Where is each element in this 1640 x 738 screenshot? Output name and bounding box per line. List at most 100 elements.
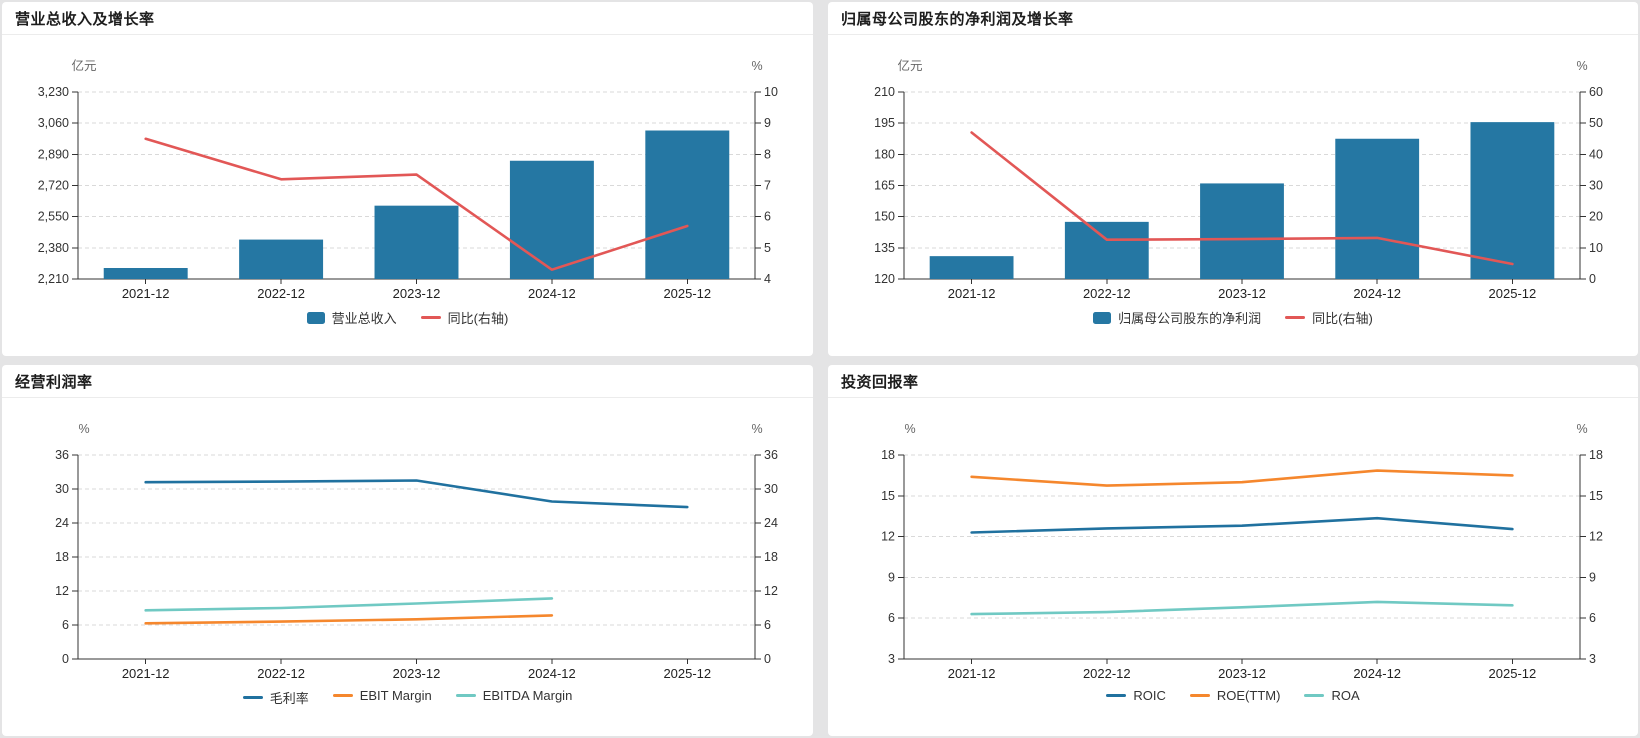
svg-text:15: 15 bbox=[881, 489, 895, 503]
chart-title-operating-margin: 经营利润率 bbox=[15, 373, 93, 391]
legend-item-line[interactable]: 同比(右轴) bbox=[1285, 308, 1373, 327]
svg-text:0: 0 bbox=[1589, 272, 1596, 286]
svg-text:2023-12: 2023-12 bbox=[393, 666, 441, 681]
svg-text:120: 120 bbox=[874, 272, 895, 286]
chart-body: 0 6 12 18 24 30 36 0 6 12 18 24 30 36%% 2021-12 2022-12… bbox=[2, 399, 813, 736]
svg-text:6: 6 bbox=[764, 618, 771, 632]
legend-label: EBITDA Margin bbox=[482, 688, 573, 703]
legend-item-bar[interactable]: 归属母公司股东的净利润 bbox=[1093, 308, 1261, 327]
legend-line-swatch-icon bbox=[1285, 315, 1306, 320]
svg-text:210: 210 bbox=[874, 85, 895, 99]
return-on-investment-card: 投资回报率 3 6 9 12 15 18 3 6 9 12 15 18%% 2021-12 2022-12… bbox=[828, 365, 1638, 736]
svg-text:2025-12: 2025-12 bbox=[663, 286, 711, 301]
net-profit-growth-legend: 归属母公司股东的净利润 同比(右轴) bbox=[828, 305, 1638, 356]
svg-text:%: % bbox=[1576, 59, 1587, 73]
legend-bar-swatch-icon bbox=[306, 311, 325, 324]
legend-item-line[interactable]: ROA bbox=[1304, 688, 1360, 703]
legend-item-bar[interactable]: 营业总收入 bbox=[306, 308, 397, 327]
legend-item-line[interactable]: EBIT Margin bbox=[332, 688, 432, 703]
svg-text:亿元: 亿元 bbox=[71, 58, 96, 73]
svg-text:%: % bbox=[78, 422, 89, 436]
legend-item-line[interactable]: 毛利率 bbox=[242, 688, 309, 707]
svg-text:2023-12: 2023-12 bbox=[393, 286, 441, 301]
svg-text:0: 0 bbox=[62, 652, 69, 666]
svg-text:2021-12: 2021-12 bbox=[948, 666, 996, 681]
svg-text:20: 20 bbox=[1589, 210, 1603, 224]
svg-text:2025-12: 2025-12 bbox=[1489, 666, 1537, 681]
svg-text:2025-12: 2025-12 bbox=[1489, 286, 1537, 301]
svg-text:%: % bbox=[751, 422, 762, 436]
svg-text:0: 0 bbox=[764, 652, 771, 666]
legend-line-swatch-icon bbox=[1304, 693, 1325, 698]
svg-text:15: 15 bbox=[1589, 489, 1603, 503]
legend-label: 营业总收入 bbox=[331, 311, 397, 326]
svg-text:亿元: 亿元 bbox=[897, 58, 922, 73]
svg-text:165: 165 bbox=[874, 179, 895, 193]
svg-text:2024-12: 2024-12 bbox=[1353, 666, 1401, 681]
svg-text:2023-12: 2023-12 bbox=[1218, 286, 1266, 301]
svg-text:2,720: 2,720 bbox=[38, 179, 69, 193]
legend-label: 归属母公司股东的净利润 bbox=[1118, 311, 1262, 326]
revenue-growth-chart-plot: 2,210 2,380 2,550 2,720 2,890 3,060 3,230 4 5 6 7 8… bbox=[38, 58, 778, 301]
chart-title-roi: 投资回报率 bbox=[841, 373, 919, 391]
svg-text:2022-12: 2022-12 bbox=[1083, 286, 1131, 301]
svg-text:7: 7 bbox=[764, 179, 771, 193]
svg-text:12: 12 bbox=[1589, 530, 1603, 544]
legend-bar-swatch-icon bbox=[1093, 311, 1112, 324]
net-profit-growth-chart-plot: 120 135 150 165 180 195 210 0 10 20 30 40 50 60 亿元 % 202… bbox=[874, 58, 1603, 301]
svg-text:2023-12: 2023-12 bbox=[1218, 666, 1266, 681]
legend-item-line[interactable]: EBITDA Margin bbox=[455, 688, 573, 703]
svg-text:9: 9 bbox=[888, 570, 895, 584]
svg-text:2021-12: 2021-12 bbox=[122, 286, 170, 301]
svg-text:2,380: 2,380 bbox=[38, 241, 69, 255]
svg-text:2,210: 2,210 bbox=[38, 272, 69, 286]
legend-label: ROIC bbox=[1133, 688, 1166, 703]
svg-text:2025-12: 2025-12 bbox=[663, 666, 711, 681]
revenue-growth-card: 营业总收入及增长率 2,210 2,380 2,550 2,720 2,890 3,060… bbox=[2, 2, 813, 356]
chart-title-net-profit: 归属母公司股东的净利润及增长率 bbox=[841, 10, 1074, 28]
legend-item-line[interactable]: ROE(TTM) bbox=[1189, 688, 1280, 703]
svg-text:9: 9 bbox=[1589, 570, 1596, 584]
svg-text:6: 6 bbox=[1589, 611, 1596, 625]
svg-text:180: 180 bbox=[874, 147, 895, 161]
legend-label: EBIT Margin bbox=[359, 688, 432, 703]
svg-text:12: 12 bbox=[55, 584, 69, 598]
svg-text:6: 6 bbox=[62, 618, 69, 632]
svg-text:%: % bbox=[1576, 422, 1587, 436]
svg-text:10: 10 bbox=[1589, 241, 1603, 255]
legend-label: 同比(右轴) bbox=[1312, 311, 1373, 326]
svg-text:2,890: 2,890 bbox=[38, 147, 69, 161]
svg-text:36: 36 bbox=[55, 448, 69, 462]
legend-line-swatch-icon bbox=[1106, 693, 1127, 698]
chart-body: 120 135 150 165 180 195 210 0 10 20 30 40 50 60 亿元% 202… bbox=[828, 36, 1638, 356]
svg-text:9: 9 bbox=[764, 116, 771, 130]
svg-text:2022-12: 2022-12 bbox=[1083, 666, 1131, 681]
svg-text:2024-12: 2024-12 bbox=[528, 666, 576, 681]
svg-text:3,060: 3,060 bbox=[38, 116, 69, 130]
legend-label: 同比(右轴) bbox=[447, 311, 509, 326]
svg-text:36: 36 bbox=[764, 448, 778, 462]
legend-item-line[interactable]: 同比(右轴) bbox=[420, 308, 509, 327]
operating-margin-legend: 毛利率 EBIT Margin EBITDA Margin bbox=[2, 685, 813, 736]
svg-text:18: 18 bbox=[881, 448, 895, 462]
svg-text:2024-12: 2024-12 bbox=[528, 286, 576, 301]
chart-body: 3 6 9 12 15 18 3 6 9 12 15 18%% 2021-12 2022-12 2023-1… bbox=[828, 399, 1638, 736]
svg-text:2022-12: 2022-12 bbox=[257, 666, 305, 681]
svg-text:8: 8 bbox=[764, 147, 771, 161]
roi-legend: ROIC ROE(TTM) ROA bbox=[828, 685, 1638, 736]
svg-text:30: 30 bbox=[764, 482, 778, 496]
svg-text:18: 18 bbox=[764, 550, 778, 564]
net-profit-growth-card: 归属母公司股东的净利润及增长率 120 135 150 165 180 195 210 0 10… bbox=[828, 2, 1638, 356]
chart-body: 2,210 2,380 2,550 2,720 2,890 3,060 3,230 4 5 6 7 8… bbox=[2, 36, 813, 356]
revenue-growth-legend: 营业总收入 同比(右轴) bbox=[2, 305, 813, 356]
legend-line-swatch-icon bbox=[242, 695, 263, 700]
card-header: 归属母公司股东的净利润及增长率 bbox=[828, 2, 1638, 35]
svg-text:40: 40 bbox=[1589, 147, 1603, 161]
svg-text:24: 24 bbox=[55, 516, 69, 530]
legend-item-line[interactable]: ROIC bbox=[1106, 688, 1166, 703]
card-header: 投资回报率 bbox=[828, 365, 1638, 398]
svg-text:195: 195 bbox=[874, 116, 895, 130]
svg-text:135: 135 bbox=[874, 241, 895, 255]
svg-text:30: 30 bbox=[55, 482, 69, 496]
